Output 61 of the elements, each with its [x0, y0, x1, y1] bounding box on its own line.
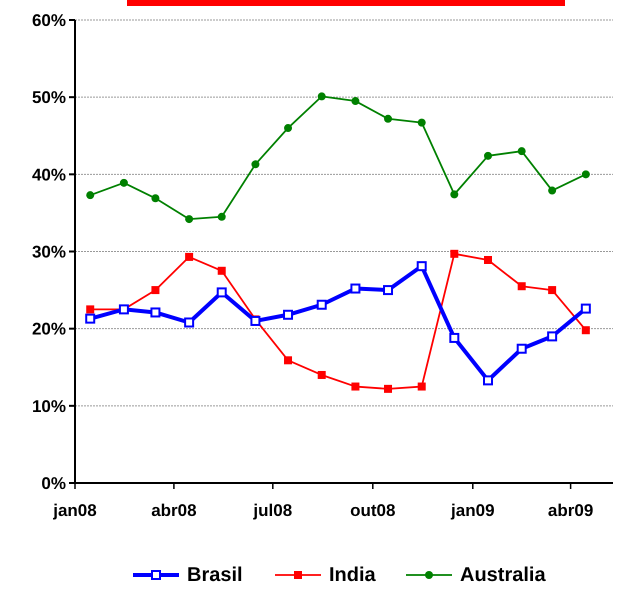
y-tick-label: 60%: [32, 10, 66, 30]
point: [150, 307, 160, 318]
point: [185, 215, 194, 224]
y-tick-label: 0%: [41, 474, 66, 493]
point: [548, 286, 556, 294]
point: [418, 382, 426, 391]
point: [216, 287, 227, 298]
point: [484, 152, 492, 160]
point: [516, 344, 527, 354]
y-tick-label: 10%: [32, 396, 66, 416]
x-tick-label: abr08: [151, 501, 197, 520]
point: [218, 212, 226, 221]
point: [318, 370, 326, 379]
y-tick-label: 20%: [32, 320, 66, 339]
x-tick-label: jan09: [450, 501, 495, 520]
point: [86, 305, 94, 314]
point: [351, 97, 360, 106]
point: [383, 285, 394, 296]
point: [483, 375, 494, 386]
point: [418, 118, 426, 127]
point: [580, 304, 591, 314]
point: [151, 286, 160, 294]
point: [582, 170, 590, 178]
point: [518, 147, 526, 156]
y-tick-label: 30%: [32, 242, 66, 262]
point: [450, 250, 458, 258]
point: [384, 114, 392, 123]
point: [416, 261, 427, 272]
x-tick-label: jul08: [252, 501, 292, 520]
point: [318, 92, 326, 100]
y-tick-label: 40%: [32, 165, 66, 184]
point: [283, 310, 294, 320]
point: [85, 314, 96, 324]
point: [218, 266, 226, 275]
x-tick-label: abr09: [548, 501, 594, 520]
point: [284, 124, 292, 132]
point: [250, 316, 260, 326]
point: [450, 190, 458, 198]
legend-label: Australia: [460, 564, 546, 586]
point: [484, 256, 492, 264]
x-tick-label: jan08: [52, 501, 97, 520]
point: [86, 191, 94, 200]
point: [120, 178, 128, 187]
legend-label: India: [329, 564, 377, 586]
point: [184, 317, 194, 328]
point: [582, 326, 590, 334]
point: [547, 331, 558, 342]
point: [518, 282, 526, 290]
point: [151, 194, 160, 202]
point: [350, 284, 360, 294]
y-tick-label: 50%: [32, 88, 66, 108]
point: [251, 160, 260, 168]
point: [351, 382, 360, 391]
point: [284, 356, 292, 364]
point: [185, 252, 194, 261]
point: [548, 186, 556, 195]
point: [449, 332, 460, 343]
x-tick-label: out08: [350, 501, 396, 520]
point: [384, 384, 392, 393]
point: [316, 300, 327, 310]
legend-label: Brasil: [187, 564, 243, 586]
